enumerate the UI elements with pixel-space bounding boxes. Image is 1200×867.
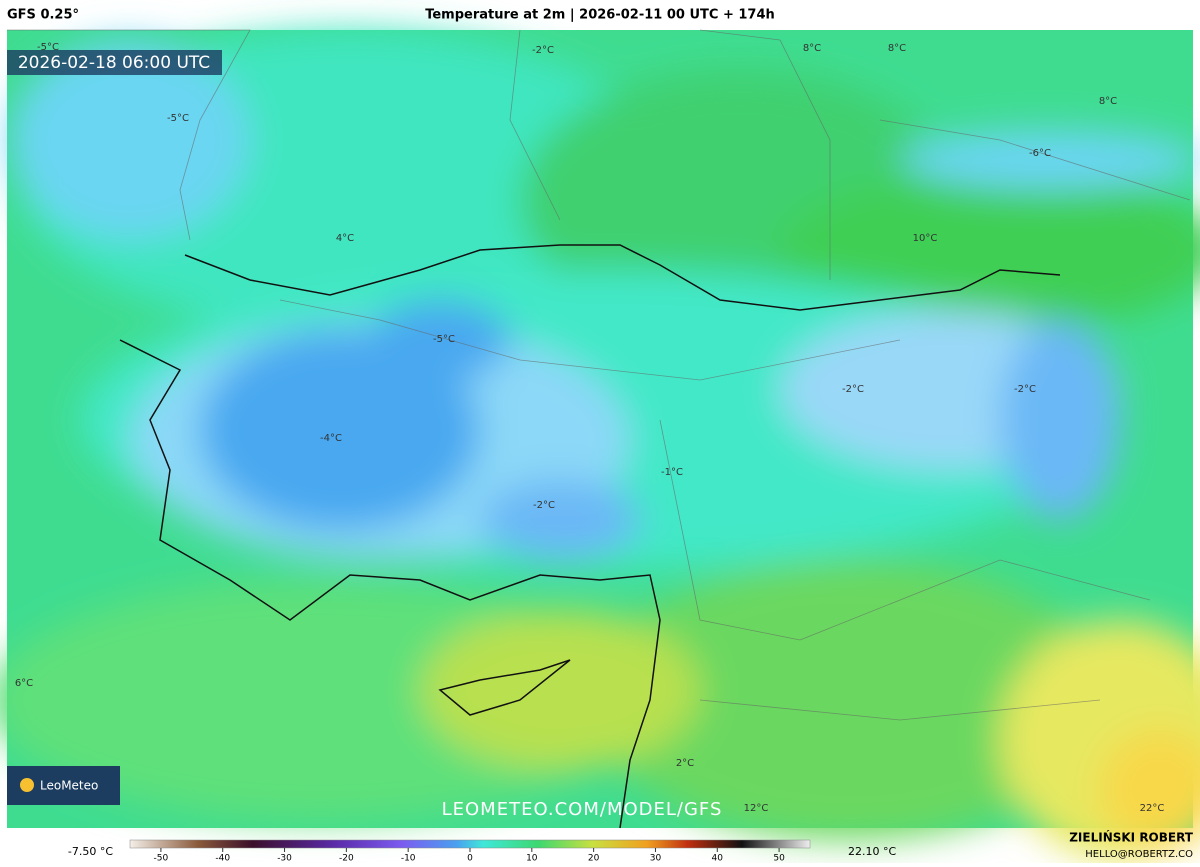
temp-label: 22°C (1140, 803, 1165, 814)
colorbar-tick-label: 30 (650, 854, 662, 864)
watermark: LEOMETEO.COM/MODEL/GFS (442, 799, 723, 820)
valid-time: 2026-02-18 06:00 UTC (18, 53, 210, 73)
temp-label: 12°C (744, 803, 769, 814)
colorbar-tick-label: -30 (277, 854, 292, 864)
temp-label: 8°C (1099, 96, 1117, 107)
temp-label: -2°C (533, 500, 555, 511)
model-name: GFS 0.25° (7, 8, 79, 23)
author: ZIELIŃSKI ROBERT (1069, 830, 1194, 845)
colorbar-tick-label: -10 (401, 854, 416, 864)
colorbar-tick-label: -20 (339, 854, 354, 864)
logo-sun (20, 778, 34, 792)
map (0, 29, 1200, 860)
title: Temperature at 2m | 2026-02-11 00 UTC + … (425, 8, 775, 23)
temp-label: -1°C (661, 467, 683, 478)
temp-label: -5°C (167, 113, 189, 124)
temp-label: -2°C (532, 45, 554, 56)
colorbar-max: 22.10 °C (848, 845, 896, 858)
colorbar-tick-label: -50 (154, 854, 169, 864)
colorbar-tick-label: 10 (526, 854, 538, 864)
colorbar-tick-label: -40 (215, 854, 230, 864)
temp-label: -5°C (37, 42, 59, 53)
colorbar-min: -7.50 °C (68, 845, 113, 858)
temp-label: -5°C (433, 334, 455, 345)
temp-label: -6°C (1029, 148, 1051, 159)
temp-label: 10°C (913, 233, 938, 244)
temp-label: -4°C (320, 433, 342, 444)
colorbar-tick-label: 50 (773, 854, 785, 864)
temp-label: -2°C (1014, 384, 1036, 395)
temp-label: 2°C (676, 758, 694, 769)
time-box (7, 50, 222, 75)
colorbar-tick-label: 40 (712, 854, 724, 864)
logo: LeoMeteo (40, 779, 98, 793)
contact: HELLO@ROBERTZ.CO (1085, 849, 1193, 860)
colorbar-tick-label: 0 (467, 854, 473, 864)
temp-label: 8°C (803, 43, 821, 54)
temp-label: 4°C (336, 233, 354, 244)
temp-label: 6°C (15, 678, 33, 689)
temp-label: -2°C (842, 384, 864, 395)
colorbar-tick-label: 20 (588, 854, 600, 864)
temp-label: 8°C (888, 43, 906, 54)
colorbar (129, 839, 811, 849)
